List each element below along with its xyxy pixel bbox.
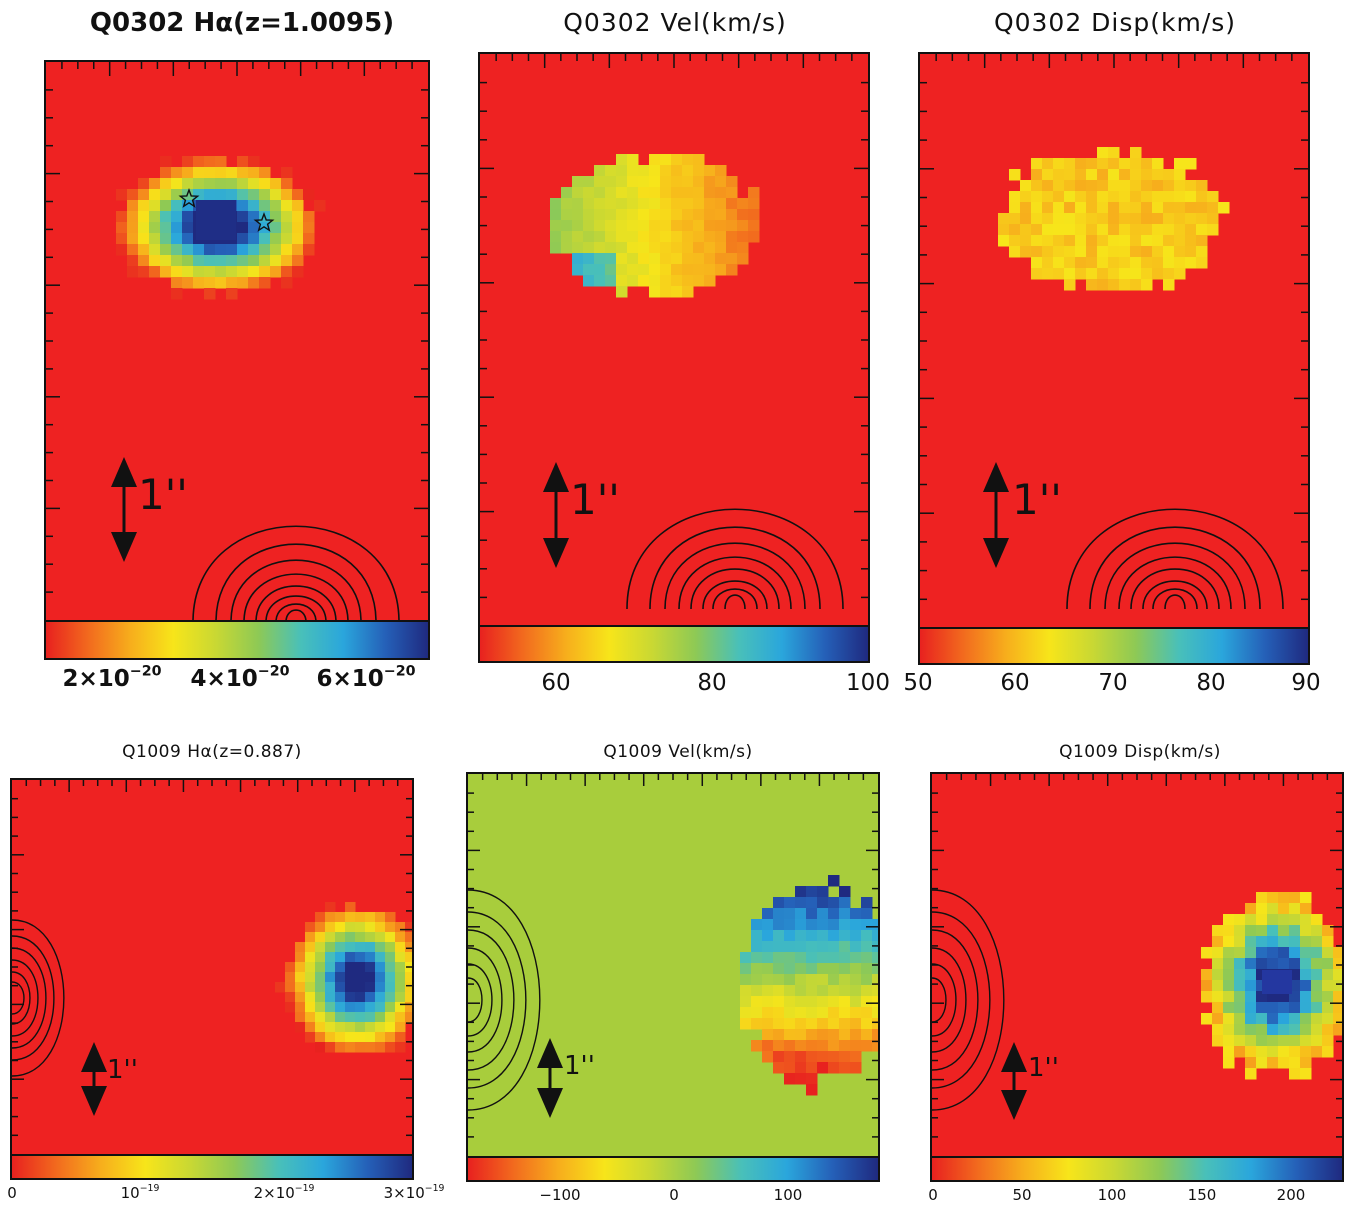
map-q0302-vel: 1'' — [478, 52, 870, 628]
colorbar-gradient — [920, 629, 1308, 663]
peak-region — [196, 200, 236, 240]
axis-ticks — [932, 774, 1342, 1138]
scale-arrow-1arcsec — [543, 462, 569, 568]
tick-label: 50 — [903, 670, 933, 696]
contour-lines — [932, 889, 1005, 1111]
map-q1009-vel: 1'' — [466, 772, 880, 1158]
peak-region — [1262, 970, 1292, 994]
tick-label: 0 — [669, 1186, 679, 1204]
tick-label: 90 — [1291, 670, 1321, 696]
contour-lines — [192, 525, 400, 620]
emission-region — [740, 875, 878, 1096]
contour-lines — [12, 919, 65, 1077]
tick-label: 150 — [1187, 1186, 1217, 1204]
map-q1009-disp: 1'' — [930, 772, 1344, 1158]
star-marker — [178, 187, 200, 208]
tick-label: 70 — [1098, 670, 1128, 696]
axis-ticks — [480, 54, 868, 599]
scale-label: 1'' — [138, 470, 188, 519]
tick-label: 0 — [7, 1184, 17, 1202]
tick-label: 80 — [1196, 670, 1226, 696]
panel-title-q1009-ha: Q1009 Hα(z=0.887) — [122, 742, 302, 762]
scale-arrow-1arcsec — [537, 1038, 563, 1118]
colorbar-gradient — [468, 1158, 878, 1180]
panel-title-q1009-vel: Q1009 Vel(km/s) — [603, 742, 753, 762]
scale-label: 1'' — [1012, 475, 1062, 524]
panel-title-q0302-vel: Q0302 Vel(km/s) — [563, 8, 787, 37]
colorbar-gradient — [932, 1158, 1342, 1180]
contour-lines — [626, 508, 844, 610]
scale-arrow-1arcsec — [983, 462, 1009, 568]
colorbar-q1009-ha — [10, 1154, 414, 1180]
tick-label: 200 — [1276, 1186, 1306, 1204]
map-q0302-disp: 1'' — [918, 52, 1310, 630]
tick-label: 0 — [928, 1186, 938, 1204]
contour-lines — [1066, 508, 1284, 610]
map-q0302-ha: 1'' — [44, 60, 430, 622]
tick-label: 60 — [541, 670, 571, 696]
scale-arrow-1arcsec — [111, 457, 137, 562]
map-q1009-ha: 1'' — [10, 778, 414, 1156]
scale-label: 1'' — [570, 475, 620, 524]
axis-ticks — [46, 62, 428, 593]
emission-region — [1201, 892, 1342, 1080]
panel-title-q0302-disp: Q0302 Disp(km/s) — [993, 8, 1237, 37]
panel-title-q0302-ha: Q0302 Hα(z=1.0095) — [89, 8, 395, 38]
emission-region — [275, 902, 412, 1053]
scale-label: 1'' — [107, 1055, 138, 1085]
colorbar-gradient — [46, 622, 428, 658]
tick-label: −100 — [539, 1186, 581, 1204]
tick-label: 6×10−20 — [316, 663, 416, 692]
tick-label: 10−19 — [120, 1183, 160, 1202]
tick-label: 100 — [846, 670, 890, 696]
tick-label: 60 — [1000, 670, 1030, 696]
tick-label: 80 — [697, 670, 727, 696]
axis-ticks — [12, 780, 412, 1137]
axis-ticks — [920, 54, 1308, 601]
tick-label: 4×10−20 — [190, 663, 290, 692]
scale-label: 1'' — [564, 1051, 595, 1081]
tick-label: 3×10−19 — [383, 1183, 445, 1202]
colorbar-gradient — [12, 1156, 412, 1178]
colorbar-q0302-vel — [478, 625, 870, 663]
scale-arrow-1arcsec — [1001, 1042, 1027, 1120]
axis-ticks — [468, 774, 878, 1138]
tick-label: 50 — [1012, 1186, 1032, 1204]
scale-arrow-1arcsec — [81, 1042, 107, 1116]
colorbar-q0302-disp — [918, 627, 1310, 665]
tick-label: 100 — [773, 1186, 803, 1204]
colorbar-q0302-ha — [44, 620, 430, 660]
scale-label: 1'' — [1028, 1053, 1059, 1083]
star-marker — [253, 211, 275, 232]
colorbar-q1009-vel — [466, 1156, 880, 1182]
emission-region — [550, 154, 760, 298]
tick-label: 2×10−19 — [253, 1183, 315, 1202]
tick-label: 2×10−20 — [62, 663, 162, 692]
tick-label: 100 — [1097, 1186, 1127, 1204]
emission-region — [998, 147, 1230, 291]
colorbar-q1009-disp — [930, 1156, 1344, 1182]
panel-title-q1009-disp: Q1009 Disp(km/s) — [1059, 742, 1221, 762]
colorbar-gradient — [480, 627, 868, 661]
contour-lines — [468, 889, 541, 1111]
